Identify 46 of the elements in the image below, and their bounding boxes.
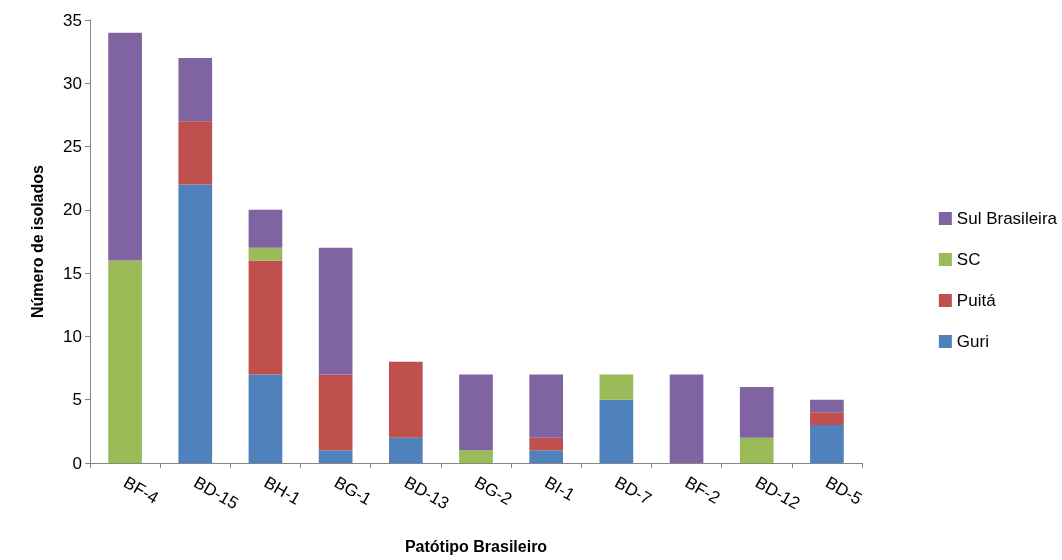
bar bbox=[459, 450, 493, 463]
x-tick-label: BD-5 bbox=[822, 472, 866, 509]
y-tick-label: 10 bbox=[63, 326, 82, 346]
bar bbox=[810, 412, 844, 426]
bar bbox=[810, 399, 844, 413]
bar bbox=[108, 260, 142, 463]
x-tick-label: BF-2 bbox=[681, 472, 724, 508]
x-axis-title: Patótipo Brasileiro bbox=[404, 537, 548, 555]
bar bbox=[248, 209, 283, 248]
y-tick-label: 15 bbox=[63, 263, 82, 283]
bar bbox=[599, 399, 634, 463]
bar bbox=[178, 184, 213, 463]
x-tick-label: BF-4 bbox=[120, 472, 162, 508]
legend-label: Puitá bbox=[956, 291, 997, 310]
bar bbox=[178, 57, 213, 122]
y-tick-label: 20 bbox=[63, 200, 82, 220]
bar bbox=[248, 247, 283, 261]
bar bbox=[739, 387, 774, 438]
x-tick-label: BI-1 bbox=[541, 472, 578, 505]
bar bbox=[178, 121, 213, 185]
legend-label: Guri bbox=[956, 332, 989, 351]
y-tick-label: 25 bbox=[63, 137, 82, 157]
y-tick-label: 5 bbox=[72, 390, 82, 410]
y-axis-title: Número de isolados bbox=[28, 164, 46, 318]
bar bbox=[108, 32, 142, 261]
bar bbox=[318, 247, 353, 375]
legend-label: Sul Brasileira bbox=[956, 209, 1058, 228]
bar bbox=[248, 374, 283, 463]
bar bbox=[388, 437, 423, 463]
x-tick-label: BD-7 bbox=[611, 472, 655, 509]
bar bbox=[669, 374, 704, 463]
bar bbox=[810, 425, 844, 463]
bar bbox=[529, 374, 564, 438]
bar bbox=[529, 450, 564, 463]
bar bbox=[739, 437, 774, 463]
y-tick-label: 0 bbox=[72, 453, 82, 473]
bar bbox=[388, 361, 423, 438]
y-tick-label: 35 bbox=[63, 10, 82, 30]
bar bbox=[459, 374, 493, 451]
legend-label: SC bbox=[956, 250, 981, 269]
bar bbox=[529, 437, 564, 451]
bar bbox=[318, 374, 353, 451]
bar bbox=[248, 260, 283, 375]
y-tick-label: 30 bbox=[63, 73, 82, 93]
bar bbox=[318, 450, 353, 463]
bar bbox=[599, 374, 634, 400]
